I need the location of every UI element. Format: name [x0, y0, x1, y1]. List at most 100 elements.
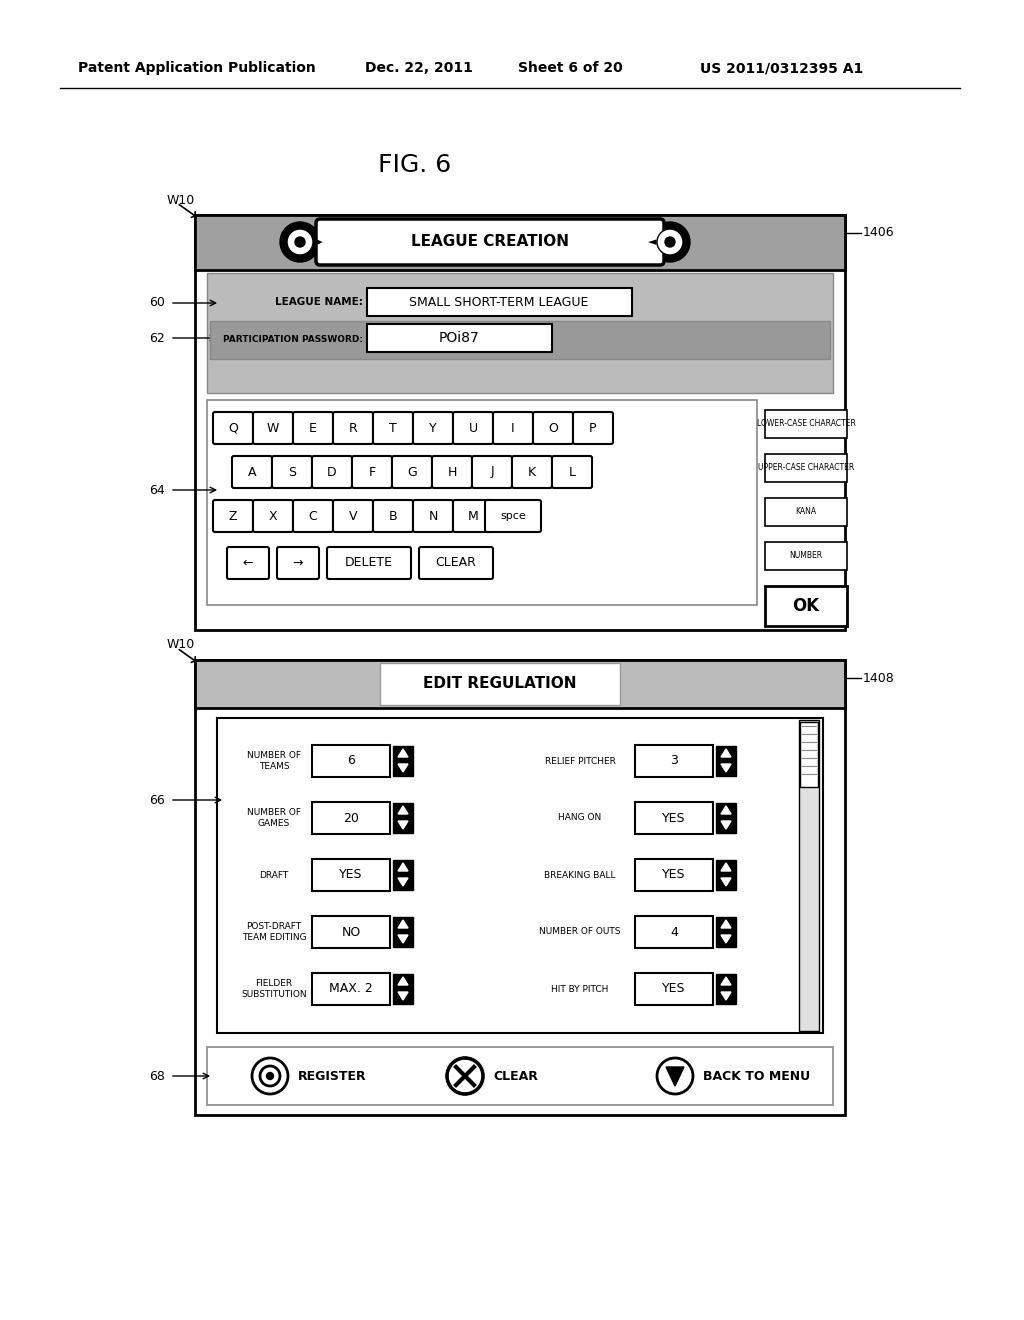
FancyBboxPatch shape [573, 412, 613, 444]
Text: YES: YES [663, 812, 686, 825]
Text: S: S [288, 466, 296, 479]
FancyBboxPatch shape [253, 412, 293, 444]
Text: B: B [389, 510, 397, 523]
Text: BACK TO MENU: BACK TO MENU [703, 1069, 810, 1082]
Text: G: G [408, 466, 417, 479]
Polygon shape [398, 977, 408, 985]
FancyBboxPatch shape [413, 500, 453, 532]
Polygon shape [721, 993, 731, 1001]
Bar [716, 746, 736, 762]
Text: BREAKING BALL: BREAKING BALL [544, 870, 615, 879]
Circle shape [657, 1059, 693, 1094]
Text: W: W [267, 421, 280, 434]
Polygon shape [721, 821, 731, 829]
Circle shape [657, 228, 683, 255]
Text: D: D [328, 466, 337, 479]
Bar [207, 1047, 833, 1105]
Text: T: T [389, 421, 397, 434]
Text: 6: 6 [347, 755, 355, 767]
Text: C: C [308, 510, 317, 523]
Text: NUMBER OF
TEAMS: NUMBER OF TEAMS [247, 751, 301, 771]
Circle shape [280, 222, 319, 261]
Text: REGISTER: REGISTER [298, 1069, 367, 1082]
Text: UPPER-CASE CHARACTER: UPPER-CASE CHARACTER [758, 463, 854, 473]
FancyBboxPatch shape [413, 412, 453, 444]
FancyBboxPatch shape [472, 455, 512, 488]
FancyBboxPatch shape [392, 455, 432, 488]
Polygon shape [398, 920, 408, 928]
Text: LEAGUE CREATION: LEAGUE CREATION [411, 235, 569, 249]
Bar [635, 973, 713, 1005]
Bar [716, 818, 736, 833]
Bar [393, 974, 413, 989]
Polygon shape [721, 920, 731, 928]
Bar [312, 744, 390, 777]
Bar [393, 861, 413, 875]
Bar [367, 288, 632, 315]
Text: KANA: KANA [796, 507, 816, 516]
Bar [207, 273, 833, 393]
Circle shape [266, 1072, 273, 1080]
Text: OK: OK [793, 597, 819, 615]
Bar [716, 803, 736, 818]
FancyBboxPatch shape [213, 500, 253, 532]
Text: NUMBER OF
GAMES: NUMBER OF GAMES [247, 808, 301, 828]
Bar [716, 762, 736, 776]
FancyBboxPatch shape [213, 412, 253, 444]
Text: PARTICIPATION PASSWORD:: PARTICIPATION PASSWORD: [223, 335, 362, 345]
Text: E: E [309, 421, 317, 434]
FancyBboxPatch shape [293, 500, 333, 532]
Bar [217, 718, 823, 1034]
FancyBboxPatch shape [373, 412, 413, 444]
Bar [716, 932, 736, 946]
Polygon shape [398, 878, 408, 886]
Polygon shape [721, 935, 731, 942]
Text: CLEAR: CLEAR [493, 1069, 538, 1082]
Bar [716, 974, 736, 989]
FancyBboxPatch shape [278, 546, 319, 579]
Text: NUMBER: NUMBER [790, 552, 822, 561]
Bar [765, 543, 847, 570]
Text: J: J [490, 466, 494, 479]
Bar [393, 818, 413, 833]
Polygon shape [398, 821, 408, 829]
Text: NO: NO [341, 925, 360, 939]
Text: 3: 3 [670, 755, 678, 767]
Text: Z: Z [228, 510, 238, 523]
Bar [312, 803, 390, 834]
Polygon shape [398, 993, 408, 1001]
Text: US 2011/0312395 A1: US 2011/0312395 A1 [700, 61, 863, 75]
FancyBboxPatch shape [373, 500, 413, 532]
Circle shape [447, 1059, 483, 1094]
Polygon shape [666, 1067, 684, 1086]
Text: YES: YES [663, 869, 686, 882]
Text: HANG ON: HANG ON [558, 813, 602, 822]
Bar [312, 859, 390, 891]
FancyBboxPatch shape [253, 500, 293, 532]
Bar [635, 803, 713, 834]
FancyBboxPatch shape [432, 455, 472, 488]
Bar [380, 663, 620, 705]
Bar [635, 916, 713, 948]
FancyBboxPatch shape [493, 412, 534, 444]
Text: POi87: POi87 [438, 331, 479, 345]
Text: N: N [428, 510, 437, 523]
Text: 1408: 1408 [863, 672, 895, 685]
Bar [765, 586, 847, 626]
Polygon shape [398, 863, 408, 871]
Text: EDIT REGULATION: EDIT REGULATION [423, 676, 577, 692]
FancyBboxPatch shape [293, 412, 333, 444]
Text: ←: ← [243, 557, 253, 569]
Bar [312, 916, 390, 948]
Text: Patent Application Publication: Patent Application Publication [78, 61, 315, 75]
Bar [195, 215, 845, 271]
FancyBboxPatch shape [333, 412, 373, 444]
Text: W10: W10 [167, 194, 196, 206]
Text: L: L [568, 466, 575, 479]
Text: RELIEF PITCHER: RELIEF PITCHER [545, 756, 615, 766]
Polygon shape [398, 807, 408, 814]
Text: MAX. 2: MAX. 2 [329, 982, 373, 995]
Text: 62: 62 [150, 331, 165, 345]
Text: K: K [528, 466, 536, 479]
FancyBboxPatch shape [232, 455, 272, 488]
